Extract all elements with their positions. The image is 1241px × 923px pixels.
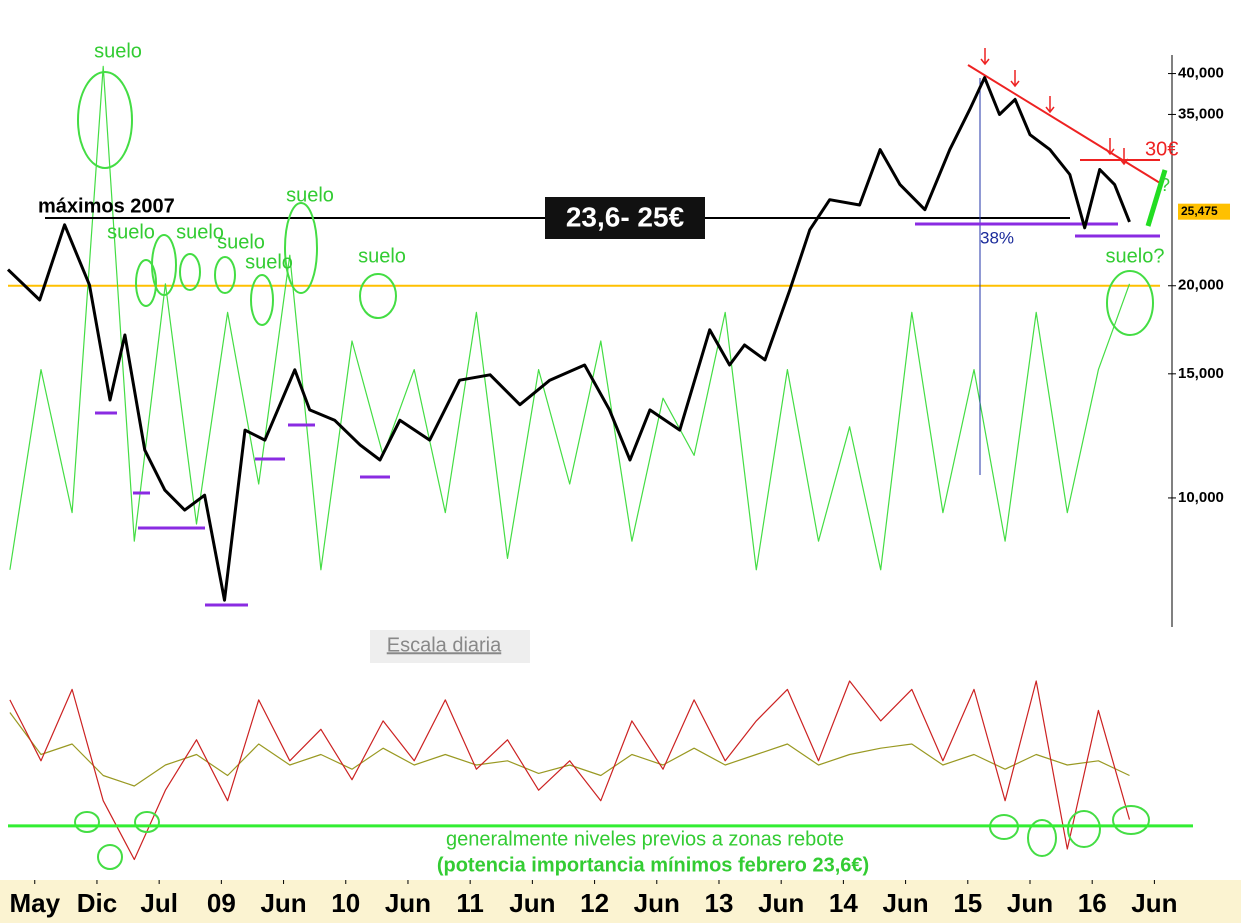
x-tick-label: Jun xyxy=(260,888,306,918)
range-box xyxy=(545,197,705,239)
x-tick-label: 13 xyxy=(705,888,734,918)
circle xyxy=(1027,819,1057,857)
suelo: suelo? xyxy=(1106,245,1165,267)
x-tick-label: Jun xyxy=(882,888,928,918)
arrows xyxy=(980,48,1129,166)
x-tick-label: Jun xyxy=(1007,888,1053,918)
scale-box xyxy=(370,630,530,663)
max-label: máximos 2007 xyxy=(38,195,175,217)
circle xyxy=(134,811,160,833)
x-tick-label: Jun xyxy=(634,888,680,918)
target-label: 30€ xyxy=(1145,138,1178,160)
circle xyxy=(1112,805,1150,835)
circle xyxy=(77,71,133,169)
series-line xyxy=(9,65,1131,571)
circle xyxy=(1067,810,1101,848)
x-tick-label: Jul xyxy=(140,888,178,918)
y-tick-label: 10,000 xyxy=(1178,489,1224,506)
y-tick-label: 20,000 xyxy=(1178,277,1224,294)
x-tick-label: 12 xyxy=(580,888,609,918)
x-tick-label: Jun xyxy=(758,888,804,918)
suelo: suelo xyxy=(217,231,265,253)
circle xyxy=(1106,270,1154,336)
trend-line xyxy=(967,64,1161,184)
y-tick-label: 35,000 xyxy=(1178,105,1224,122)
circle xyxy=(359,273,397,319)
suelo: suelo xyxy=(107,221,155,243)
circle xyxy=(250,274,274,326)
note: generalmente niveles previos a zonas reb… xyxy=(446,828,844,850)
circle xyxy=(97,844,123,870)
series-line xyxy=(6,76,1131,602)
circle xyxy=(284,202,318,294)
x-tick-label: 09 xyxy=(207,888,236,918)
x-tick-label: 10 xyxy=(331,888,360,918)
x-tick-label: Jun xyxy=(1131,888,1177,918)
circle xyxy=(214,256,236,294)
circle xyxy=(151,234,177,296)
suelo: suelo xyxy=(94,40,142,62)
series-line xyxy=(9,712,1130,787)
x-tick-label: 11 xyxy=(456,888,484,918)
suelo: suelo xyxy=(176,221,224,243)
x-tick-label: May xyxy=(9,888,60,918)
labels: suelo suelo suelo suelo suelo suelo suel… xyxy=(38,40,1178,876)
series-line xyxy=(9,680,1131,861)
suelo: suelo xyxy=(245,251,293,273)
projection xyxy=(1145,169,1168,227)
circle xyxy=(135,259,157,307)
annotations xyxy=(45,48,1168,870)
y-tick-label: 15,000 xyxy=(1178,365,1224,382)
last-value-label: 25,475 xyxy=(1181,204,1218,218)
x-tick-label: 14 xyxy=(829,888,858,918)
pct-label: 38% xyxy=(980,228,1014,247)
suelo: suelo xyxy=(358,245,406,267)
range-label: 23,6- 25€ xyxy=(566,201,685,232)
x-tick-label: Jun xyxy=(385,888,431,918)
circle xyxy=(179,253,201,291)
circle xyxy=(74,811,100,833)
note: (potencia importancia mínimos febrero 23… xyxy=(437,854,869,876)
x-tick-label: Jun xyxy=(509,888,555,918)
last-value-box xyxy=(1178,203,1230,220)
x-tick-label: 16 xyxy=(1078,888,1107,918)
suelo: suelo xyxy=(286,184,334,206)
x-tick-label: Dic xyxy=(77,888,117,918)
x-axis-band xyxy=(0,880,1241,923)
question: ? xyxy=(1160,175,1170,195)
y-tick-label: 40,000 xyxy=(1178,65,1224,82)
x-tick-label: 15 xyxy=(953,888,982,918)
scale-label: Escala diaria xyxy=(387,634,502,656)
